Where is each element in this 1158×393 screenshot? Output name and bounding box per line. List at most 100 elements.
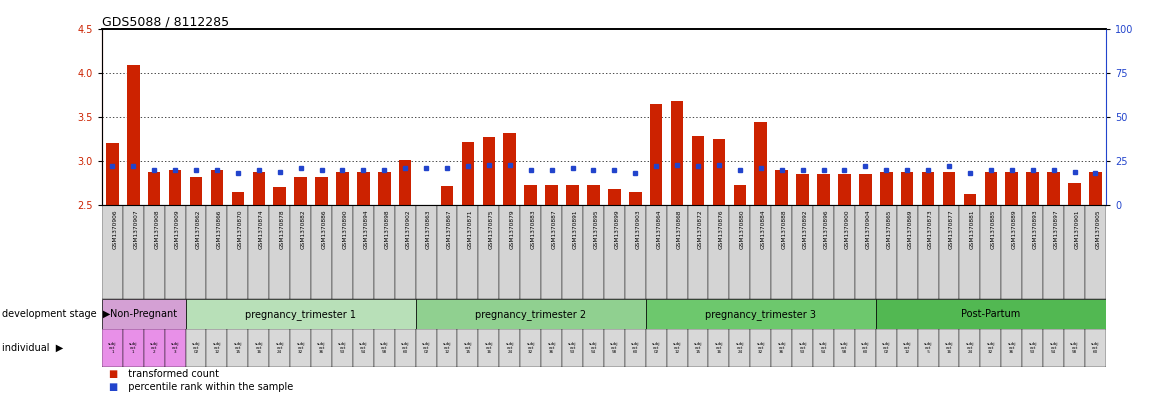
Bar: [875, 299, 1106, 329]
Bar: [792, 329, 813, 367]
Bar: [917, 205, 938, 299]
Text: GSM1370906: GSM1370906: [112, 209, 117, 249]
Text: subj
ect
15: subj ect 15: [463, 342, 472, 354]
Text: percentile rank within the sample: percentile rank within the sample: [122, 382, 293, 392]
Text: GSM1370898: GSM1370898: [384, 209, 389, 249]
Bar: [353, 205, 374, 299]
Bar: [545, 185, 558, 205]
Bar: [123, 329, 144, 367]
Text: development stage  ▶: development stage ▶: [2, 309, 111, 319]
Bar: [102, 299, 185, 329]
Text: GDS5088 / 8112285: GDS5088 / 8112285: [102, 15, 229, 28]
Bar: [733, 185, 746, 205]
Text: pregnancy_trimester 3: pregnancy_trimester 3: [705, 309, 816, 320]
Text: subj
ect
12: subj ect 12: [673, 342, 681, 354]
Bar: [629, 192, 642, 205]
Text: subj
ect
16: subj ect 16: [714, 342, 724, 354]
Bar: [499, 329, 520, 367]
Bar: [818, 174, 830, 205]
Text: subj
ect
3: subj ect 3: [171, 342, 179, 354]
Text: GSM1370872: GSM1370872: [698, 209, 703, 249]
Bar: [938, 205, 960, 299]
Bar: [185, 299, 416, 329]
Text: GSM1370899: GSM1370899: [615, 209, 620, 249]
Bar: [1085, 205, 1106, 299]
Bar: [855, 329, 875, 367]
Bar: [984, 173, 997, 205]
Bar: [667, 329, 688, 367]
Text: subj
ect
32: subj ect 32: [296, 342, 305, 354]
Bar: [813, 205, 834, 299]
Bar: [499, 205, 520, 299]
Bar: [730, 329, 750, 367]
Text: GSM1370862: GSM1370862: [196, 209, 201, 249]
Bar: [520, 205, 541, 299]
Bar: [1005, 173, 1018, 205]
Text: GSM1370890: GSM1370890: [343, 209, 347, 249]
Text: ■: ■: [108, 382, 117, 392]
Bar: [938, 329, 960, 367]
Bar: [294, 177, 307, 205]
Text: GSM1370904: GSM1370904: [865, 209, 871, 249]
Bar: [312, 205, 332, 299]
Bar: [437, 329, 457, 367]
Bar: [776, 170, 787, 205]
Text: GSM1370865: GSM1370865: [886, 209, 892, 249]
Text: GSM1370880: GSM1370880: [740, 209, 745, 249]
Text: individual  ▶: individual ▶: [2, 343, 64, 353]
Bar: [378, 173, 390, 205]
Bar: [504, 133, 516, 205]
Bar: [336, 173, 349, 205]
Text: GSM1370893: GSM1370893: [1033, 209, 1038, 249]
Bar: [291, 205, 312, 299]
Bar: [646, 329, 667, 367]
Bar: [357, 173, 369, 205]
Text: GSM1370900: GSM1370900: [844, 209, 850, 249]
Bar: [457, 205, 478, 299]
Text: GSM1370871: GSM1370871: [468, 209, 472, 249]
Text: GSM1370895: GSM1370895: [593, 209, 599, 249]
Bar: [1023, 329, 1043, 367]
Text: GSM1370885: GSM1370885: [991, 209, 996, 249]
Bar: [164, 205, 185, 299]
Text: subj
ect
53: subj ect 53: [338, 342, 346, 354]
Bar: [750, 329, 771, 367]
Bar: [315, 177, 328, 205]
Text: subj
ect
 5: subj ect 5: [924, 342, 932, 354]
Bar: [562, 329, 582, 367]
Bar: [771, 205, 792, 299]
Bar: [981, 329, 1002, 367]
Bar: [797, 174, 809, 205]
Bar: [587, 185, 600, 205]
Text: subj
ect
60: subj ect 60: [401, 342, 410, 354]
Bar: [582, 329, 604, 367]
Bar: [248, 329, 269, 367]
Bar: [838, 174, 851, 205]
Text: GSM1370884: GSM1370884: [761, 209, 765, 249]
Text: GSM1370873: GSM1370873: [928, 209, 933, 249]
Bar: [709, 329, 730, 367]
Text: subj
ect
60: subj ect 60: [631, 342, 639, 354]
Bar: [185, 205, 206, 299]
Bar: [755, 123, 767, 205]
Bar: [730, 205, 750, 299]
Bar: [483, 137, 496, 205]
Text: subj
ect
54: subj ect 54: [819, 342, 828, 354]
Text: GSM1370881: GSM1370881: [970, 209, 975, 249]
Text: GSM1370888: GSM1370888: [782, 209, 786, 249]
Bar: [566, 185, 579, 205]
Bar: [457, 329, 478, 367]
Bar: [206, 205, 227, 299]
Bar: [712, 139, 725, 205]
Bar: [273, 187, 286, 205]
Bar: [144, 205, 164, 299]
Text: subj
ect
32: subj ect 32: [527, 342, 535, 354]
Text: subj
ect
54: subj ect 54: [359, 342, 367, 354]
Text: GSM1370902: GSM1370902: [405, 209, 410, 249]
Bar: [190, 177, 203, 205]
Bar: [562, 205, 582, 299]
Text: subj
ect
15: subj ect 15: [234, 342, 242, 354]
Text: GSM1370892: GSM1370892: [802, 209, 807, 249]
Text: subj
ect
12: subj ect 12: [442, 342, 452, 354]
Text: GSM1370874: GSM1370874: [258, 209, 264, 249]
